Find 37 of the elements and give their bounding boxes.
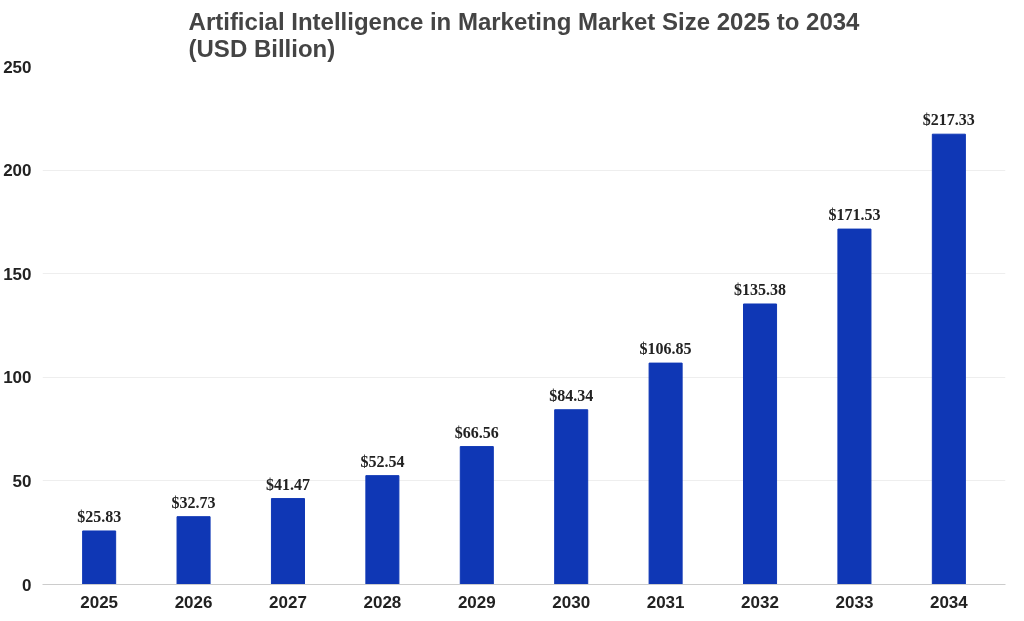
data-label: $52.54	[360, 452, 405, 470]
bar	[931, 133, 966, 585]
x-tick-label: 2034	[929, 592, 969, 612]
x-tick-label: 2029	[457, 592, 496, 612]
x-tick-label: 2027	[269, 592, 307, 612]
data-label: $41.47	[265, 475, 310, 493]
data-label: $217.33	[922, 111, 975, 129]
data-label: $171.53	[828, 206, 881, 224]
data-label: $66.56	[454, 423, 499, 441]
data-label: $25.83	[77, 507, 122, 525]
y-tick-label: 100	[3, 368, 32, 388]
bar	[270, 498, 305, 585]
x-tick-label: 2030	[552, 592, 591, 612]
bar	[459, 446, 494, 585]
bar	[554, 409, 589, 585]
data-label: $32.73	[171, 493, 216, 511]
x-tick-label: 2026	[174, 592, 213, 612]
bar	[365, 475, 400, 585]
y-tick-label: 0	[22, 575, 32, 595]
bar	[176, 516, 211, 585]
y-tick-label: 250	[3, 57, 32, 77]
bar	[837, 228, 872, 585]
chart-title: Artificial Intelligence in Marketing Market Size 2025 to 2034 (USD Billion)	[188, 7, 861, 62]
bar	[743, 303, 778, 585]
x-tick-label: 2032	[741, 592, 779, 612]
x-tick-label: 2033	[835, 592, 874, 612]
y-tick-label: 150	[3, 264, 32, 284]
y-tick-label: 50	[12, 471, 32, 491]
y-tick-label: 200	[3, 161, 32, 181]
x-tick-label: 2025	[80, 592, 119, 612]
data-label: $84.34	[549, 386, 594, 404]
data-label: $135.38	[734, 280, 787, 298]
x-tick-label: 2028	[363, 592, 402, 612]
bar	[82, 530, 117, 585]
data-label: $106.85	[639, 340, 692, 358]
bar	[648, 362, 683, 585]
x-tick-label: 2031	[646, 592, 685, 612]
